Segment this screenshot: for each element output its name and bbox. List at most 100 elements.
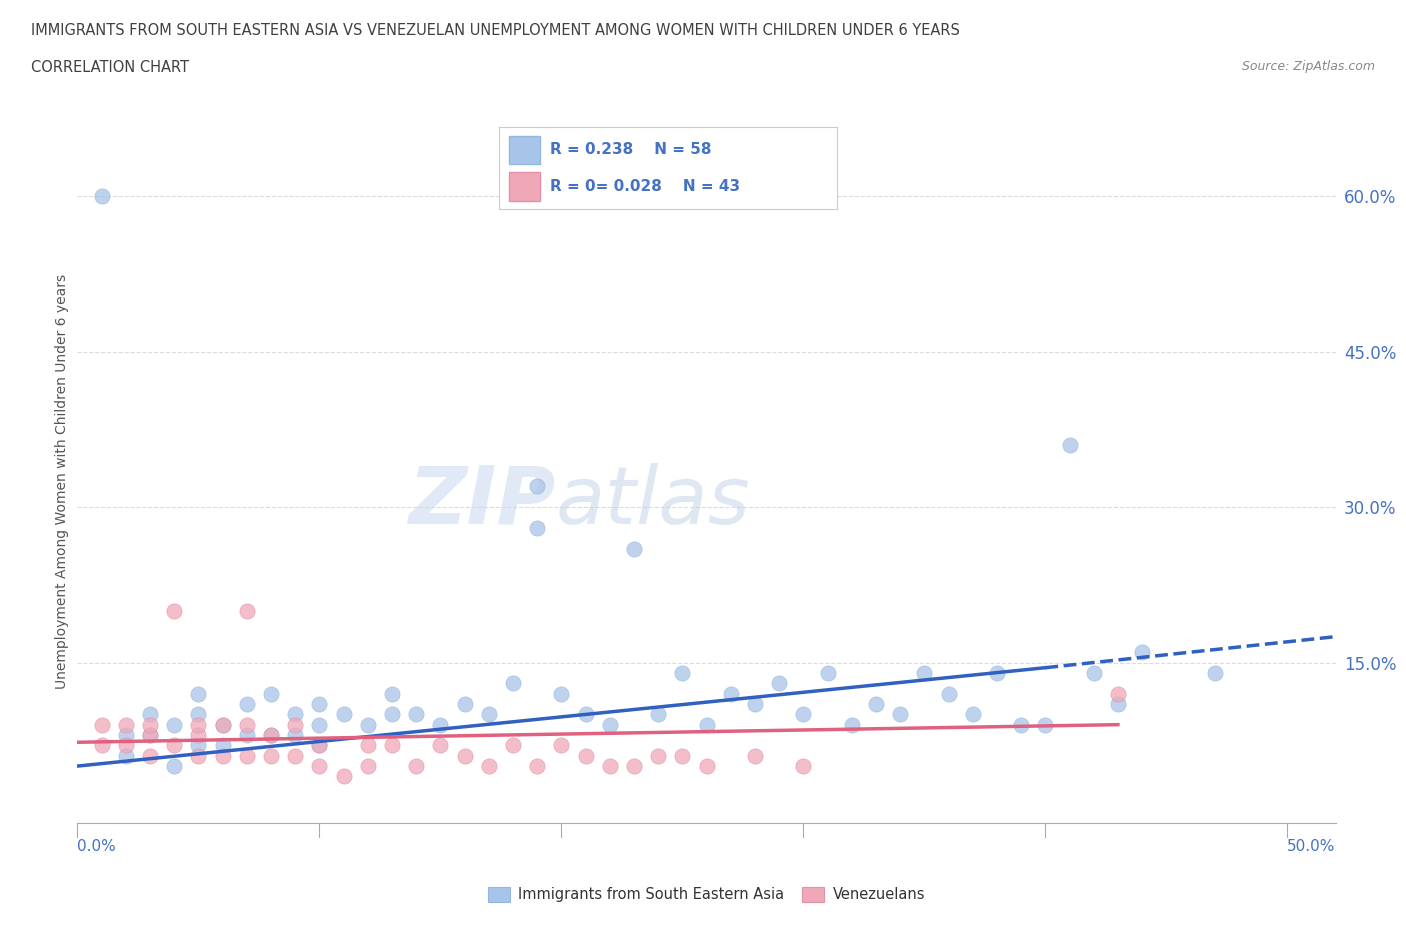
Point xyxy=(502,737,524,752)
Point xyxy=(647,707,669,722)
Text: R = 0.238    N = 58: R = 0.238 N = 58 xyxy=(550,142,711,157)
Point xyxy=(792,707,814,722)
FancyBboxPatch shape xyxy=(509,172,540,201)
Point xyxy=(284,727,307,742)
Point xyxy=(1059,438,1081,453)
Point xyxy=(187,717,209,732)
Point xyxy=(260,727,283,742)
Point xyxy=(139,707,162,722)
Point xyxy=(211,717,233,732)
Point xyxy=(841,717,863,732)
Point xyxy=(308,737,330,752)
Text: 0.0%: 0.0% xyxy=(77,839,117,854)
Point xyxy=(187,737,209,752)
Point xyxy=(114,749,136,764)
Point xyxy=(260,727,283,742)
Point xyxy=(502,676,524,691)
Point xyxy=(889,707,911,722)
Point xyxy=(211,737,233,752)
Point xyxy=(308,697,330,711)
Text: Source: ZipAtlas.com: Source: ZipAtlas.com xyxy=(1241,60,1375,73)
Point xyxy=(574,749,596,764)
Point xyxy=(696,717,718,732)
Point xyxy=(187,749,209,764)
Point xyxy=(187,707,209,722)
Point xyxy=(332,769,354,784)
Point xyxy=(139,727,162,742)
Point xyxy=(381,707,404,722)
Y-axis label: Unemployment Among Women with Children Under 6 years: Unemployment Among Women with Children U… xyxy=(55,273,69,689)
Point xyxy=(163,717,186,732)
Point xyxy=(623,541,645,556)
Text: CORRELATION CHART: CORRELATION CHART xyxy=(31,60,188,75)
Point xyxy=(357,717,380,732)
Point xyxy=(308,717,330,732)
Point xyxy=(308,737,330,752)
Point xyxy=(284,717,307,732)
Point xyxy=(381,737,404,752)
Point xyxy=(1107,686,1129,701)
Point xyxy=(405,759,427,774)
Point xyxy=(429,737,451,752)
Point xyxy=(163,604,186,618)
Point xyxy=(623,759,645,774)
Point xyxy=(429,717,451,732)
Point xyxy=(260,749,283,764)
Point xyxy=(1033,717,1056,732)
Point xyxy=(647,749,669,764)
Point xyxy=(235,727,257,742)
Point xyxy=(962,707,984,722)
Point xyxy=(405,707,427,722)
Point xyxy=(526,759,548,774)
Point xyxy=(114,737,136,752)
Point xyxy=(599,717,621,732)
Text: R = 0= 0.028    N = 43: R = 0= 0.028 N = 43 xyxy=(550,179,740,193)
Point xyxy=(1204,666,1226,681)
Text: 50.0%: 50.0% xyxy=(1288,839,1336,854)
Point xyxy=(865,697,887,711)
Point xyxy=(357,737,380,752)
Point xyxy=(599,759,621,774)
Point xyxy=(163,737,186,752)
Point xyxy=(720,686,742,701)
Point xyxy=(235,717,257,732)
Point xyxy=(139,727,162,742)
Point xyxy=(744,697,766,711)
Point xyxy=(139,717,162,732)
Point xyxy=(792,759,814,774)
Point xyxy=(211,717,233,732)
Point xyxy=(332,707,354,722)
Point xyxy=(381,686,404,701)
Legend: Immigrants from South Eastern Asia, Venezuelans: Immigrants from South Eastern Asia, Vene… xyxy=(482,881,931,908)
Point xyxy=(284,749,307,764)
Point xyxy=(550,686,572,701)
Point xyxy=(526,479,548,494)
Point xyxy=(90,189,112,204)
Point xyxy=(163,759,186,774)
Point xyxy=(187,686,209,701)
Point xyxy=(235,749,257,764)
Point xyxy=(696,759,718,774)
Point xyxy=(1130,644,1153,659)
Point xyxy=(986,666,1008,681)
Point xyxy=(912,666,935,681)
Point xyxy=(478,707,501,722)
Point xyxy=(211,749,233,764)
Text: ZIP: ZIP xyxy=(408,463,555,540)
Point xyxy=(1010,717,1032,732)
Point xyxy=(938,686,960,701)
Point xyxy=(308,759,330,774)
Point xyxy=(453,697,475,711)
Point xyxy=(260,686,283,701)
Point xyxy=(453,749,475,764)
Point xyxy=(90,717,112,732)
Point xyxy=(671,666,693,681)
Point xyxy=(187,727,209,742)
Point xyxy=(574,707,596,722)
Point xyxy=(478,759,501,774)
Point xyxy=(235,697,257,711)
Point xyxy=(139,749,162,764)
Text: IMMIGRANTS FROM SOUTH EASTERN ASIA VS VENEZUELAN UNEMPLOYMENT AMONG WOMEN WITH C: IMMIGRANTS FROM SOUTH EASTERN ASIA VS VE… xyxy=(31,23,960,38)
Point xyxy=(114,727,136,742)
Point xyxy=(114,717,136,732)
